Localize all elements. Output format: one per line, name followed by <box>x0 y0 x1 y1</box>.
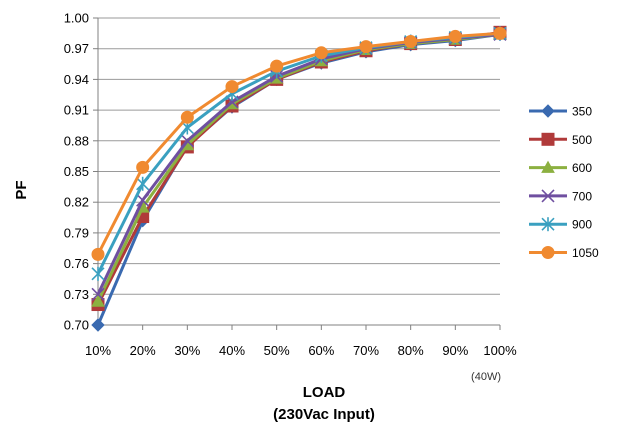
x-tick-label: 10% <box>85 343 111 358</box>
legend-item: 500 <box>529 132 592 147</box>
x-tick-label: 60% <box>308 343 334 358</box>
x-axis-note: (40W) <box>471 371 501 383</box>
data-point <box>541 104 555 118</box>
x-tick-label: 90% <box>442 343 468 358</box>
data-point <box>404 35 418 49</box>
legend: 350 500 600 700 900 1050 <box>529 104 599 260</box>
x-tick-label: 70% <box>353 343 379 358</box>
x-tick-label: 40% <box>219 343 245 358</box>
y-tick-label: 1.00 <box>64 11 89 26</box>
data-point <box>359 40 373 54</box>
data-point <box>541 189 555 203</box>
legend-item: 350 <box>529 104 592 119</box>
legend-item: 1050 <box>529 246 599 260</box>
x-tick-label: 50% <box>264 343 290 358</box>
data-point <box>541 132 555 146</box>
data-point <box>180 110 194 124</box>
x-tick-label: 20% <box>130 343 156 358</box>
y-tick-label: 0.79 <box>64 225 89 240</box>
data-point <box>91 318 105 332</box>
series-700 <box>91 27 507 301</box>
data-point <box>314 46 328 60</box>
data-point <box>270 59 284 73</box>
data-point <box>91 287 105 301</box>
y-axis-title: PF <box>13 180 30 199</box>
legend-label: 900 <box>572 218 592 232</box>
data-point <box>448 29 462 43</box>
legend-label: 500 <box>572 133 592 147</box>
data-point <box>136 176 150 191</box>
legend-item: 700 <box>529 189 592 203</box>
x-axis-title-line1: LOAD <box>303 384 346 401</box>
legend-item: 600 <box>529 160 592 175</box>
data-point <box>91 266 105 281</box>
x-axis-title-line2: (230Vac Input) <box>273 406 375 423</box>
legend-label: 600 <box>572 161 592 175</box>
data-point <box>180 134 194 148</box>
data-point <box>541 217 555 232</box>
data-point <box>541 160 555 173</box>
data-point <box>136 193 150 207</box>
y-tick-label: 0.97 <box>64 41 89 56</box>
data-point <box>541 246 555 259</box>
y-tick-label: 0.91 <box>64 103 89 118</box>
data-point <box>91 247 105 261</box>
x-tick-label: 30% <box>174 343 200 358</box>
series-350 <box>91 27 507 332</box>
x-axis-tick-labels: 10% 20% 30% 40% 50% 60% 70% 80% 90% 100% <box>85 343 517 358</box>
series-line <box>96 31 501 256</box>
legend-label: 1050 <box>572 246 599 260</box>
data-point <box>91 294 105 307</box>
x-tick-label: 100% <box>483 343 517 358</box>
series-1050 <box>91 26 507 261</box>
data-point <box>493 26 507 40</box>
y-tick-label: 0.88 <box>64 133 89 148</box>
legend-label: 700 <box>572 189 592 203</box>
y-tick-label: 0.76 <box>64 256 89 271</box>
legend-item: 900 <box>529 217 592 232</box>
series-line <box>96 32 501 303</box>
data-point <box>225 80 239 94</box>
series-layer <box>91 25 507 332</box>
y-tick-label: 0.73 <box>64 287 89 302</box>
y-tick-label: 0.85 <box>64 164 89 179</box>
data-point <box>136 160 150 174</box>
legend-label: 350 <box>572 105 592 119</box>
y-tick-label: 0.82 <box>64 195 89 210</box>
x-tick-label: 80% <box>398 343 424 358</box>
y-tick-label: 0.70 <box>64 318 89 333</box>
y-tick-label: 0.94 <box>64 72 89 87</box>
y-axis-tick-labels: 0.70 0.73 0.76 0.79 0.82 0.85 0.88 0.91 0.94 0.97… <box>64 11 89 333</box>
